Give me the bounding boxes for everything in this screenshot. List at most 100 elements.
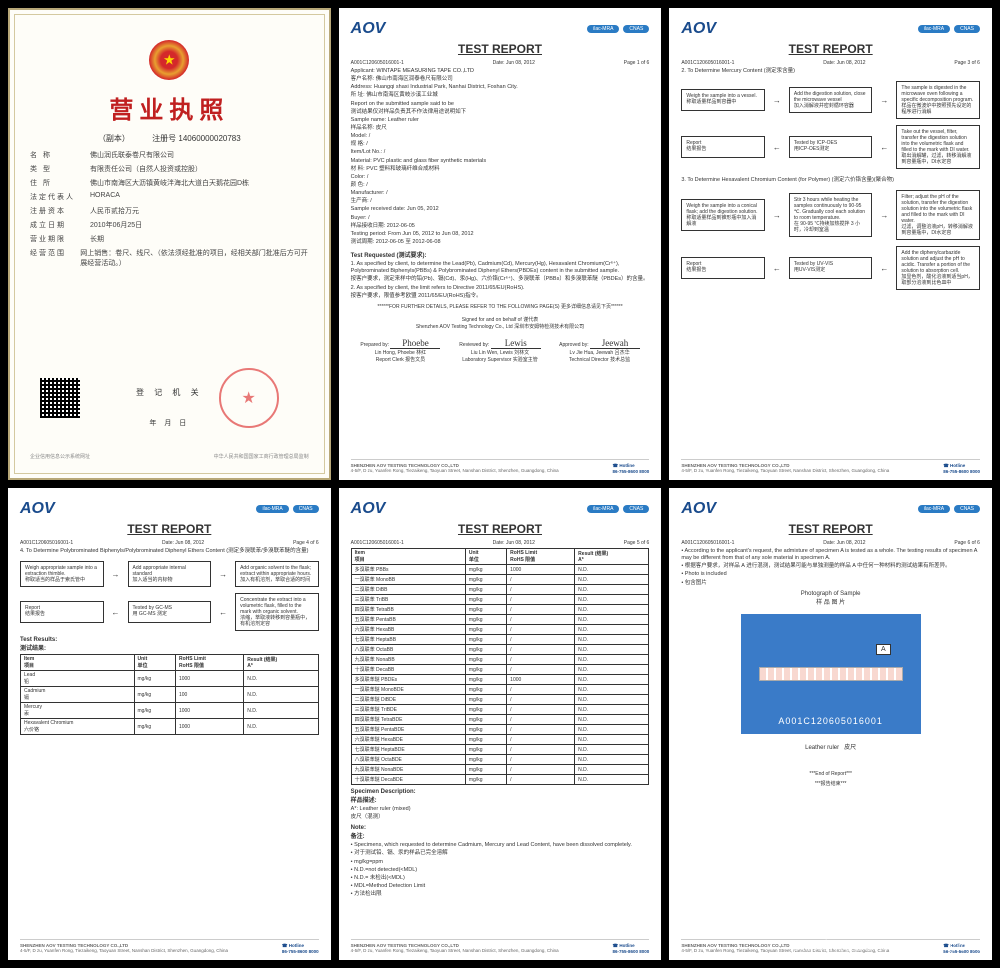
accreditation-badges: ilac-MRA CNAS (587, 25, 649, 33)
table-header: Unit单位 (134, 655, 175, 671)
table-header: Unit单位 (465, 549, 506, 565)
note-item: • MDL=Method Detection Limit (351, 883, 650, 890)
flowchart-box: Filter; adjust the pH of the solution, t… (896, 190, 980, 240)
flowchart-box: Weigh the sample into a conical flask; a… (681, 199, 765, 231)
arrow-right-icon: → (880, 96, 888, 105)
ruler-sample-icon (759, 667, 903, 681)
report-field: Sample received date: Jun 05, 2012 (351, 206, 650, 213)
report-field: 材 料: PVC 塑料和玻璃纤维合成材料 (351, 166, 650, 173)
table-row: Cadmium镉mg/kg100N.D. (21, 687, 319, 703)
table-header: Result (结果)A* (575, 549, 649, 565)
report-field: 生产商: / (351, 198, 650, 205)
signature-block: Prepared by: PhoebeLin Hong, Phoebe 林红Re… (351, 338, 451, 363)
flowchart-box: Report结果报告 (20, 601, 104, 623)
test-report-page-4: AOV ilac-MRACNAS TEST REPORT A001C120605… (8, 488, 331, 960)
arrow-left-icon: ← (773, 143, 781, 152)
registration-authority: 登 记 机 关 (136, 387, 203, 398)
table-row: 二溴联苯醚 DiBDEmg/kg/N.D. (351, 695, 649, 705)
photo-header: Photograph of Sample样 品 图 片 (681, 591, 980, 606)
sample-photograph: A A001C120605016001 (741, 614, 921, 734)
specimen-desc-cn: 皮尺（混测） (351, 814, 650, 821)
qr-code-icon (40, 378, 80, 418)
pbb-flowchart-top: Weigh appropriate sample into a extracti… (20, 561, 319, 587)
section-3-header: 3. To Determine Hexavalent Chromium Cont… (681, 177, 980, 184)
request-1: 1. As specified by client, to determine … (351, 261, 650, 275)
table-header: Item项目 (21, 655, 135, 671)
cnas-badge: CNAS (623, 25, 649, 33)
pbb-flowchart-bottom: Report结果报告←Tested by GC-MS用 GC-MS 测定←Con… (20, 593, 319, 631)
results-header: Test Results:测试结果: (20, 637, 319, 652)
table-header: RoHS LimitRoHS 限值 (175, 655, 243, 671)
aov-logo: AOV (681, 500, 716, 518)
flowchart-box: Take out the vessel, filter, transfer th… (896, 125, 980, 169)
note-item: • 对于测试铅、镉、汞的样品已完全溶解 (351, 850, 650, 857)
sample-id: A001C120605016001 (741, 716, 921, 726)
end-of-report-cn: ***报告结束*** (681, 780, 980, 787)
flowchart-box: Add the digestion solution, close the mi… (789, 87, 873, 113)
arrow-right-icon: → (880, 211, 888, 220)
table-row: 八溴联苯 OctaBBmg/kg/N.D. (351, 645, 649, 655)
table-row: Mercury汞mg/kg1000N.D. (21, 703, 319, 719)
aov-logo: AOV (351, 500, 386, 518)
table-row: 十溴联苯 DecaBBmg/kg/N.D. (351, 665, 649, 675)
table-row: 二溴联苯 DiBBmg/kg/N.D. (351, 585, 649, 595)
flowchart-box: Add appropriate internal standard加入适当的内标… (128, 561, 212, 587)
table-row: 四溴联苯 TetraBBmg/kg/N.D. (351, 605, 649, 615)
page-footer: SHENZHEN AOV TESTING TECHNOLOGY CO.,LTD4… (351, 459, 650, 474)
note-item: • N.D.= 未检出(<MDL) (351, 875, 650, 882)
report-field: Buyer: / (351, 215, 650, 222)
results-table: Item项目Unit单位RoHS LimitRoHS 限值Result (结果)… (20, 654, 319, 735)
arrow-left-icon: ← (773, 264, 781, 273)
license-date: 年 月 日 (149, 418, 189, 428)
mercury-flowchart-bottom: Report结果报告←Tested by ICP-OES用ICP-OES测定←T… (681, 125, 980, 169)
report-title: TEST REPORT (20, 522, 319, 536)
report-field: 测试结果仅对样品负责其不作法律用途说明如下 (351, 109, 650, 116)
table-row: 多溴联苯 PBBsmg/kg1000N.D. (351, 565, 649, 575)
note-header: Note:备注: (351, 825, 650, 840)
table-row: 八溴联苯醚 OctaBDEmg/kg/N.D. (351, 755, 649, 765)
pbb-pbde-table: Item项目Unit单位RoHS LimitRoHS 限值Result (结果)… (351, 548, 650, 785)
table-row: 三溴联苯 TriBBmg/kg/N.D. (351, 595, 649, 605)
table-row: 七溴联苯醚 HeptaBDEmg/kg/N.D. (351, 745, 649, 755)
table-row: 四溴联苯醚 TetraBDEmg/kg/N.D. (351, 715, 649, 725)
note-item: • Specimens, which requested to determin… (351, 842, 650, 849)
arrow-left-icon: ← (880, 264, 888, 273)
table-row: 十溴联苯醚 DecaBDEmg/kg/N.D. (351, 775, 649, 785)
flowchart-box: Add the diphenylcarbazide solution and a… (896, 246, 980, 290)
flowchart-box: The sample is digested in the microwave … (896, 81, 980, 119)
signed-for: Signed for and on behalf of 谨代表 Shenzhen… (351, 316, 650, 330)
signature-block: Reviewed by: LewisLiu Lin Wen, Lewis 刘林文… (450, 338, 550, 363)
note-item: • N.D.=not detected(<MDL) (351, 867, 650, 874)
note-1-cn: • 根据客户要求，对样品 A 进行混测，测试结果可能与单独测量的样品 A 中任何… (681, 563, 980, 570)
notes-list: • Specimens, which requested to determin… (351, 842, 650, 898)
arrow-left-icon: ← (880, 143, 888, 152)
section-2-header: 2. To Determine Mercury Content (测定汞含量) (681, 68, 980, 75)
flowchart-box: Report结果报告 (681, 136, 765, 158)
aov-logo: AOV (351, 20, 386, 38)
ilac-badge: ilac-MRA (587, 25, 619, 33)
specimen-desc: A*: Leather ruler (mixed) (351, 806, 650, 813)
table-row: Hexavalent Chromium六价铬mg/kg1000N.D. (21, 719, 319, 735)
arrow-left-icon: ← (219, 608, 227, 617)
report-field: 测试周期: 2012-06-05 至 2012-06-08 (351, 239, 650, 246)
note-item: • 方法检出限 (351, 891, 650, 898)
report-field: 客户名称: 佛山市南海区润泰卷尺有限公司 (351, 76, 650, 83)
test-report-page-3: AOV ilac-MRACNAS TEST REPORT A001C120605… (669, 8, 992, 480)
report-field: Report on the submitted sample said to b… (351, 101, 650, 108)
test-requested-header: Test Requested (测试要求): (351, 250, 650, 259)
report-field: Applicant: WINTAPE MEASURING TAPE CO.,LT… (351, 68, 650, 75)
report-field: Manufacturer: / (351, 190, 650, 197)
flowchart-box: Add organic solvent to the flask; extrac… (235, 561, 319, 587)
note-item: • mg/kg=ppm (351, 859, 650, 866)
specimen-header: Specimen Description:样品描述: (351, 789, 650, 804)
note-2: • Photo is included (681, 571, 980, 578)
table-row: 多溴联苯醚 PBDEsmg/kg1000N.D. (351, 675, 649, 685)
table-row: 五溴联苯醚 PentaBDEmg/kg/N.D. (351, 725, 649, 735)
sample-marker: A (876, 644, 891, 655)
table-header: RoHS LimitRoHS 限值 (507, 549, 575, 565)
request-1-cn: 按客户要求，测定来样中的铅(Pb)、镉(Cd)、汞(Hg)、六价铬(Cr⁶⁺)、… (351, 276, 650, 283)
aov-logo: AOV (681, 20, 716, 38)
report-field: Address: Huangqi shaxi Industrial Park, … (351, 84, 650, 91)
report-field: 样品名称: 皮尺 (351, 125, 650, 132)
table-row: 六溴联苯醚 HexaBDEmg/kg/N.D. (351, 735, 649, 745)
